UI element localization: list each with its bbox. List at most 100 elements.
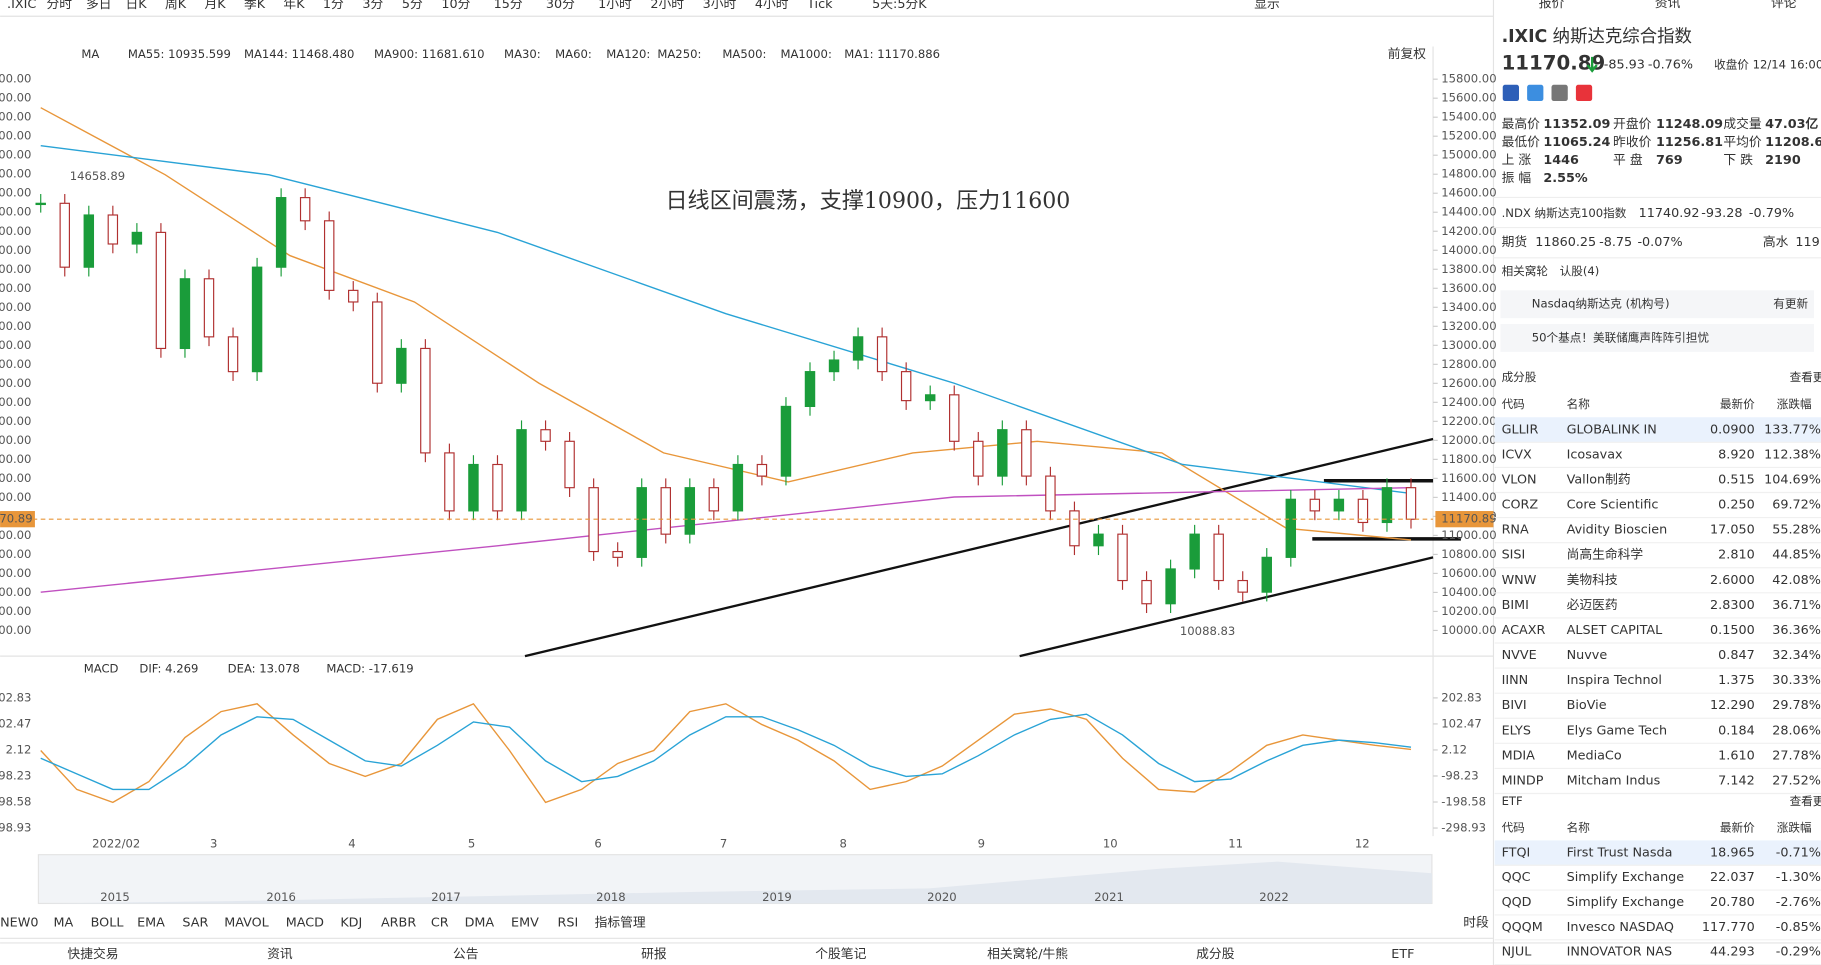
table-cell[interactable]: ICVX [1502,447,1532,462]
indicator-tab[interactable]: RSI [557,916,578,931]
table-cell[interactable]: BIVI [1502,698,1527,713]
indicator-tab[interactable]: MACD [286,916,324,931]
period-tab[interactable]: 多日 [86,0,112,12]
table-cell[interactable]: RNA [1502,523,1529,538]
indicator-tab[interactable]: BOLL [91,916,125,931]
indicator-tab[interactable]: MAVOL [224,916,269,931]
table-cell[interactable]: WNW [1502,573,1537,588]
table-cell[interactable]: QQD [1502,895,1532,910]
candle [35,202,46,206]
bottom-nav-item[interactable]: 快捷交易 [67,946,118,962]
table-title: ETF [1502,794,1523,808]
table-cell[interactable]: Simplify Exchange [1567,870,1685,885]
indicator-tab[interactable]: ARBR [381,916,416,931]
period-tab[interactable]: 1小时 [598,0,632,12]
period-tab[interactable]: 分时 [47,0,73,12]
table-cell[interactable]: 必迈医药 [1567,598,1618,613]
table-cell[interactable]: Inspira Technol [1567,673,1662,688]
news-item[interactable]: Nasdaq纳斯达克 (机构号) [1532,297,1670,311]
table-more[interactable]: 查看更 [1790,794,1821,808]
table-cell[interactable]: BioVie [1567,698,1607,713]
period-tab[interactable]: 年K [283,0,305,12]
table-cell[interactable]: Invesco NASDAQ [1567,920,1674,935]
bottom-nav-item[interactable]: ETF [1391,947,1414,962]
table-cell[interactable]: Avidity Bioscien [1567,523,1668,538]
bottom-nav-item[interactable]: 公告 [453,947,479,962]
table-cell[interactable]: CORZ [1502,498,1539,513]
market-icon[interactable] [1502,84,1519,102]
table-cell[interactable]: Elys Game Tech [1567,723,1668,738]
table-cell[interactable]: 尚高生命科学 [1567,547,1644,563]
y-tick-label-left: 15600.00 [0,91,31,105]
table-cell[interactable]: Simplify Exchange [1567,895,1685,910]
bottom-nav-item[interactable]: 资讯 [267,947,293,962]
table-cell[interactable]: BIMI [1502,598,1529,613]
table-cell[interactable]: VLON [1502,472,1537,487]
period-tab[interactable]: 10分 [441,0,470,12]
panel-tab[interactable]: 报价 [1539,0,1565,11]
table-cell[interactable]: IINN [1502,673,1529,688]
indicator-tab[interactable]: SAR [182,916,208,931]
table-cell[interactable]: Icosavax [1567,447,1623,462]
indicator-tab[interactable]: DMA [465,916,495,931]
warrant-link[interactable]: 认股(4) [1560,264,1600,278]
period-tab[interactable]: Tick [806,0,833,12]
period-tab[interactable]: 季K [244,0,266,12]
period-tab[interactable]: 5天:5分K [872,0,927,12]
bottom-nav-item[interactable]: 研报 [641,947,667,962]
indicator-tab[interactable]: NEW0 [0,916,38,931]
table-cell[interactable]: ELYS [1502,723,1531,738]
table-cell[interactable]: MINDP [1502,773,1544,788]
panel-tab[interactable]: 资讯 [1655,0,1681,11]
indicator-tab[interactable]: EMA [137,916,165,931]
table-cell[interactable]: INNOVATOR NAS [1567,945,1673,960]
period-tab[interactable]: 15分 [494,0,523,12]
table-cell[interactable]: Nuvve [1567,648,1608,663]
table-cell[interactable]: MediaCo [1567,748,1622,763]
table-cell[interactable]: First Trust Nasda [1567,845,1673,860]
table-cell[interactable]: GLLIR [1502,422,1539,437]
session-tab[interactable]: 时段 [1463,916,1489,931]
period-tab[interactable]: 30分 [546,0,575,12]
period-tab[interactable]: 日K [125,0,147,12]
market-icon[interactable] [1527,84,1544,102]
table-cell[interactable]: NVVE [1502,648,1537,663]
period-tab[interactable]: 4小时 [755,0,789,12]
table-cell[interactable]: Vallon制药 [1567,472,1631,487]
table-cell[interactable]: Mitcham Indus [1567,773,1661,788]
table-cell[interactable]: SISI [1502,548,1526,563]
market-icon[interactable] [1575,84,1593,102]
period-tab[interactable]: 3分 [362,0,383,12]
news-item[interactable]: 50个基点！美联储鹰声阵阵引担忧 [1532,330,1710,344]
table-cell[interactable]: ALSET CAPITAL [1567,623,1664,638]
period-tab[interactable]: 月K [204,0,226,12]
table-cell[interactable]: QQQM [1502,920,1543,935]
indicator-tab[interactable]: CR [431,916,449,931]
period-tab[interactable]: 周K [165,0,187,12]
table-cell[interactable]: NJUL [1502,945,1533,960]
table-cell[interactable]: MDIA [1502,748,1536,763]
table-cell[interactable]: GLOBALINK IN [1567,422,1657,437]
period-tab[interactable]: 2小时 [650,0,684,12]
indicator-tab[interactable]: KDJ [340,916,362,931]
period-tab[interactable]: 1分 [323,0,344,12]
bottom-nav-item[interactable]: 个股笔记 [815,946,866,962]
market-icon[interactable] [1551,84,1568,102]
bottom-nav-item[interactable]: 成分股 [1196,947,1235,962]
period-tab[interactable]: 3小时 [703,0,737,12]
adjust-mode[interactable]: 前复权 [1388,46,1427,62]
table-cell[interactable]: 美物科技 [1567,573,1618,588]
table-cell[interactable]: QQC [1502,870,1531,885]
period-tab[interactable]: 5分 [402,0,423,12]
indicator-tab[interactable]: MA [53,916,73,931]
panel-tab[interactable]: 评论 [1771,0,1797,11]
table-cell[interactable]: ACAXR [1502,623,1546,638]
ndx-item[interactable]: .NDX 纳斯达克100指数 [1502,206,1627,220]
indicator-tab[interactable]: 指标管理 [595,916,646,931]
indicator-tab[interactable]: EMV [511,916,539,931]
table-cell[interactable]: FTQI [1502,845,1531,860]
table-more[interactable]: 查看更 [1790,370,1821,384]
bottom-nav-item[interactable]: 相关窝轮/牛熊 [987,946,1068,962]
table-cell[interactable]: Core Scientific [1567,498,1659,513]
display-menu[interactable]: 显示 [1254,0,1280,12]
